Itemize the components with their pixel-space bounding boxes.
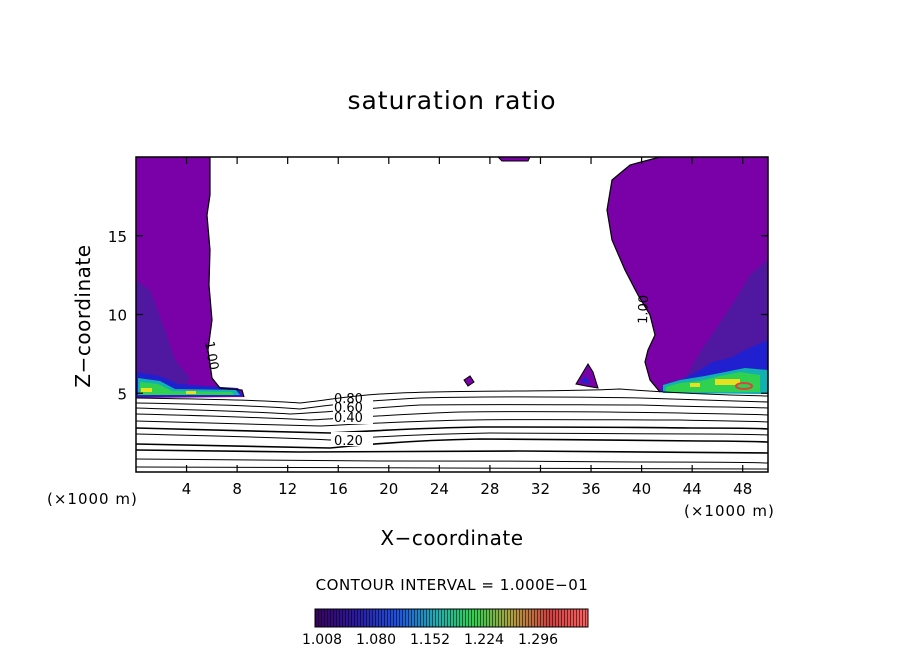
x-axis: 4 8 12 16 20 24 28 32 36 40 44 48: [182, 157, 752, 498]
colorbar-stripes: [315, 609, 588, 627]
x-tick-label: 24: [430, 480, 449, 498]
contour-line: [135, 426, 769, 434]
contour-label: 0.80: [334, 392, 363, 407]
contour-label: 1.00: [201, 340, 221, 371]
contour-line: [135, 466, 769, 470]
contour-line: [135, 404, 769, 415]
y-tick-label: 10: [108, 307, 127, 325]
right-cloud-yellow-spots: [690, 379, 740, 387]
contour-line: [135, 411, 769, 421]
x-tick-label: 20: [379, 480, 398, 498]
left-cloud-yellow-spots: [141, 388, 196, 394]
left-cloud-outline: [206, 157, 245, 398]
contour-line: [135, 388, 769, 404]
x-tick-label: 16: [329, 480, 348, 498]
contour-interval-text: CONTOUR INTERVAL = 1.000E−01: [315, 576, 589, 594]
colorbar-tick-label: 1.008: [301, 632, 343, 648]
x-tick-label: 32: [531, 480, 550, 498]
contour-label: 0.20: [334, 434, 363, 449]
colorbar-tick-label: 1.296: [517, 632, 559, 648]
contour-lines: [135, 388, 769, 470]
contour-line: [135, 396, 769, 410]
contour-label: 0.60: [334, 401, 363, 416]
right-cloud-outline: [606, 156, 661, 393]
x-axis-label: X−coordinate: [380, 526, 524, 550]
blob-x35: [575, 363, 599, 389]
contour-line: [135, 432, 769, 441]
x-tick-label: 12: [278, 480, 297, 498]
y-tick-label: 15: [108, 228, 127, 246]
contour-label: 1.00: [636, 295, 652, 324]
x-tick-label: 28: [480, 480, 499, 498]
contour-line: [135, 449, 769, 454]
colorbar: [314, 608, 589, 628]
left-cloud-green-band: [140, 382, 234, 395]
contour-label: 0.40: [334, 411, 363, 426]
colorbar-tick-label: 1.224: [463, 632, 505, 648]
z-unit-label: (×1000 m): [47, 490, 138, 508]
colorbar-tick-label: 1.152: [409, 632, 451, 648]
left-cloud-region: [136, 157, 245, 398]
blob-x26: [463, 375, 475, 387]
right-cloud-region: [606, 156, 768, 394]
y-tick-label: 5: [117, 385, 127, 403]
x-tick-label: 48: [733, 480, 752, 498]
contour-line: [135, 458, 769, 464]
x-tick-label: 8: [232, 480, 242, 498]
x-tick-label: 36: [581, 480, 600, 498]
x-tick-label: 40: [632, 480, 651, 498]
y-axis-label: Z−coordinate: [71, 244, 95, 388]
left-cloud-indigo: [136, 280, 190, 386]
x-tick-label: 4: [182, 480, 192, 498]
colorbar-frame: [314, 608, 589, 628]
x-unit-label: (×1000 m): [684, 502, 775, 520]
contour-line: [135, 438, 769, 449]
colorbar-tick-label: 1.080: [355, 632, 397, 648]
chart-title: saturation ratio: [347, 86, 557, 115]
contour-labels: 0.20 0.40 0.60 0.80 1.00 1.00: [201, 295, 652, 449]
contour-line: [135, 419, 769, 427]
x-tick-label: 44: [683, 480, 702, 498]
blob-x35-inner: [580, 376, 590, 384]
y-axis: 5 10 15: [108, 228, 768, 403]
right-cloud-red-core: [735, 382, 753, 390]
small-cloud-blobs: [463, 156, 599, 389]
